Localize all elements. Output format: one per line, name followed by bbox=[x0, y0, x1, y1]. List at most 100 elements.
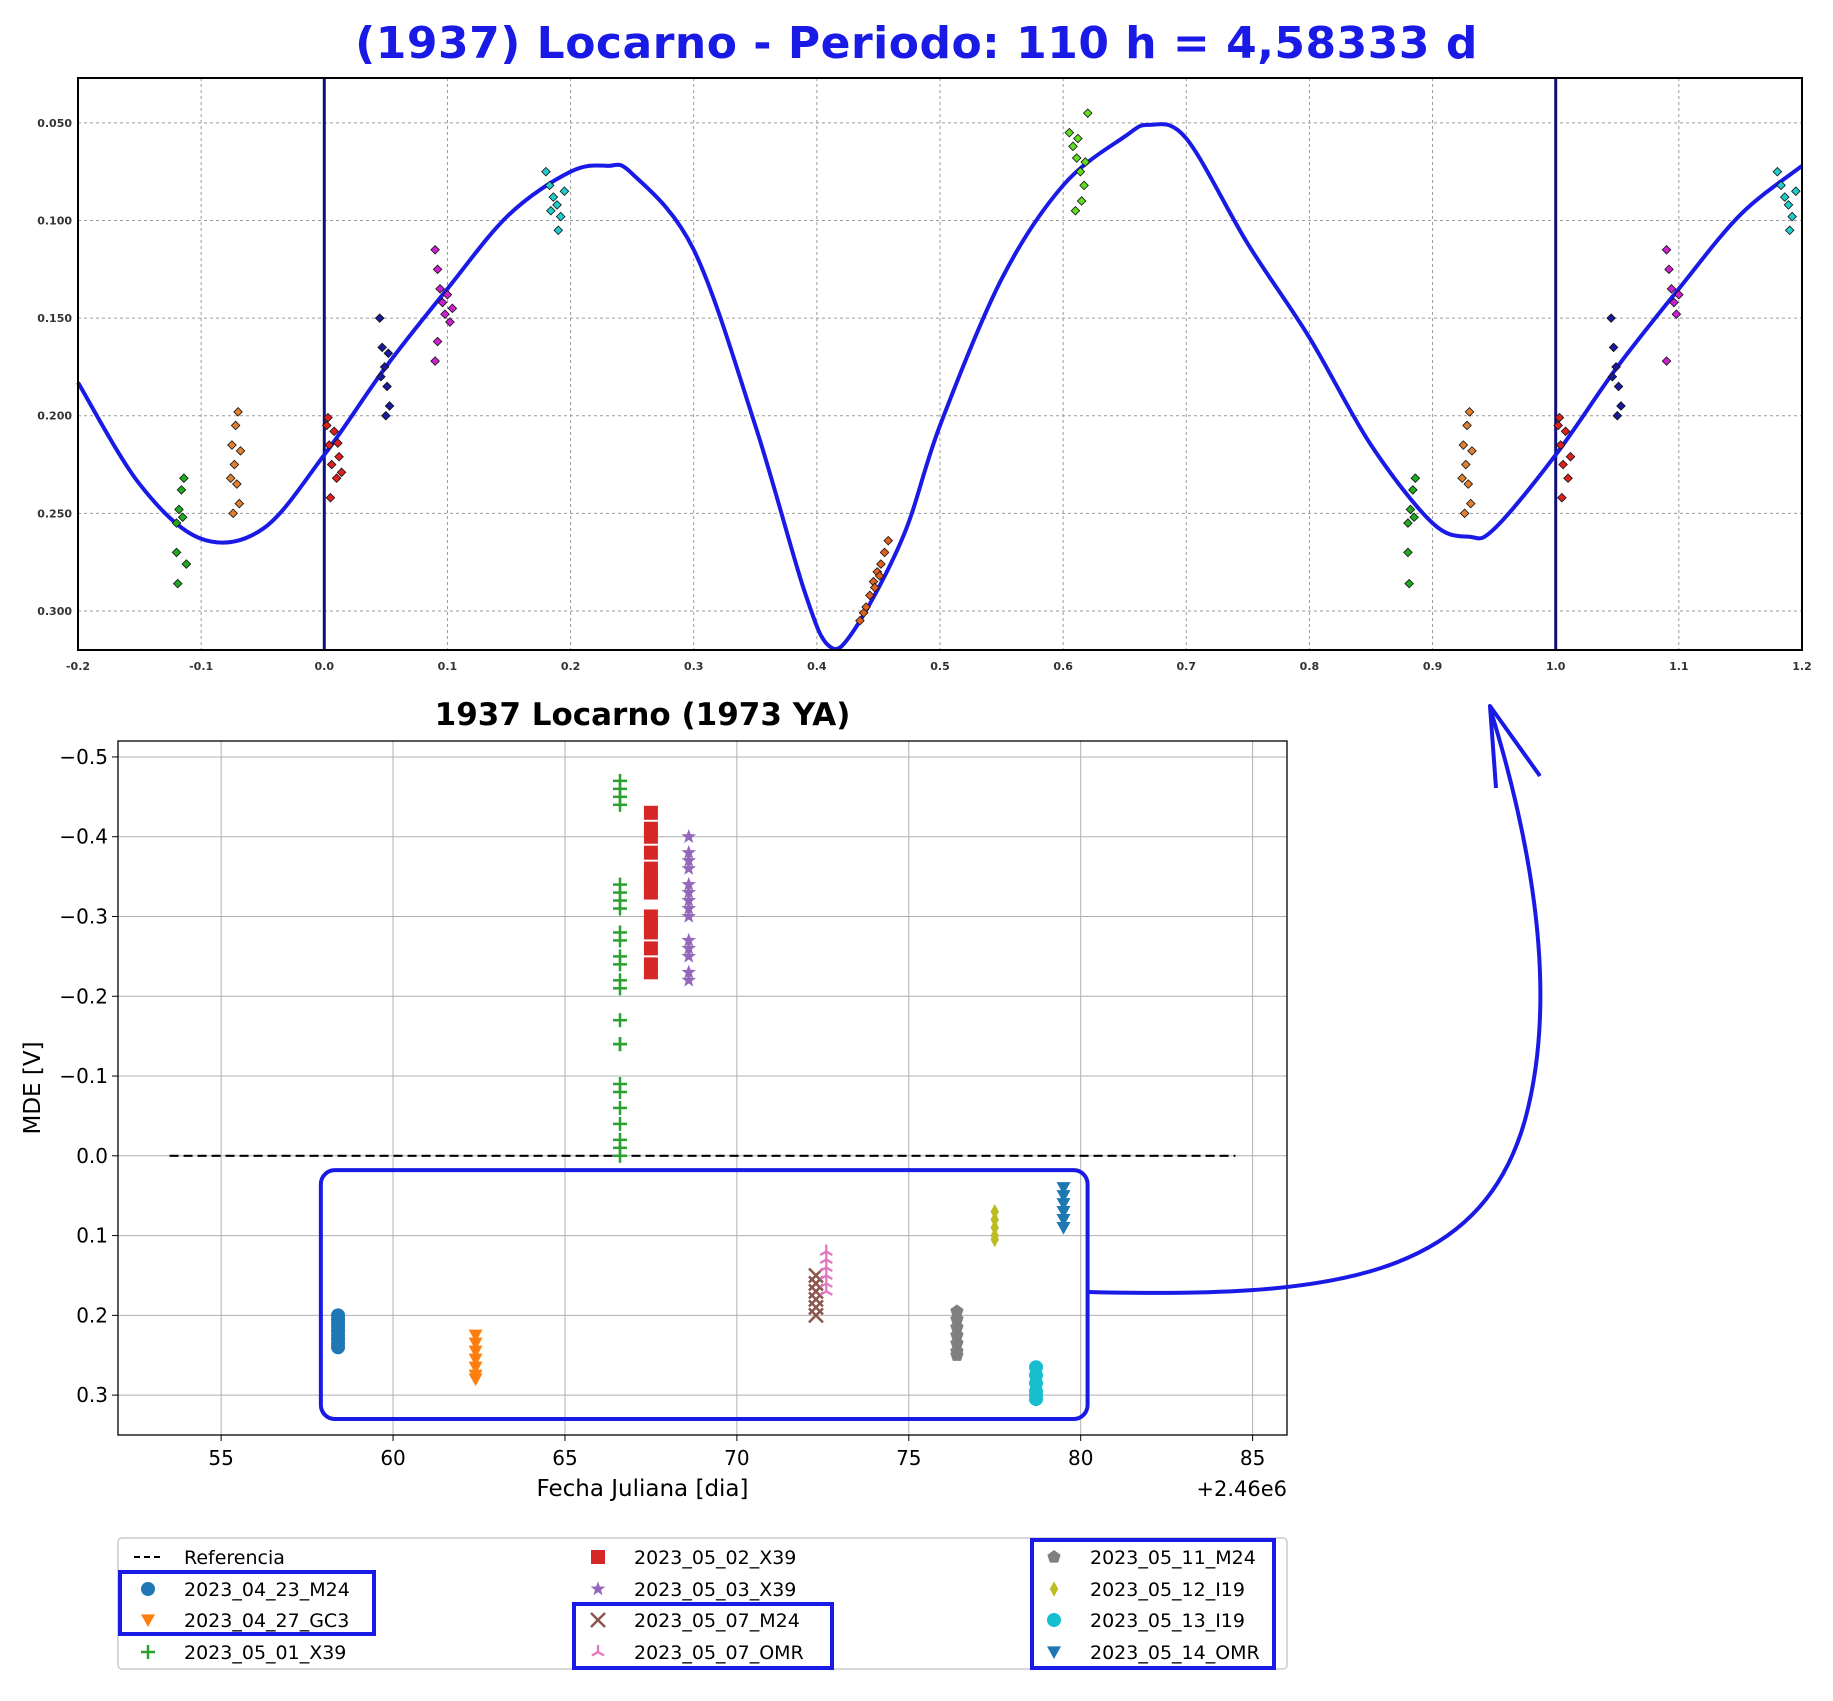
data-point bbox=[376, 371, 386, 382]
data-point bbox=[1606, 313, 1616, 323]
marker bbox=[141, 1614, 155, 1627]
marker bbox=[950, 1328, 964, 1341]
data-point bbox=[181, 559, 192, 569]
marker bbox=[1056, 1206, 1071, 1219]
marker bbox=[643, 925, 658, 940]
marker bbox=[1047, 1550, 1061, 1563]
marker bbox=[1047, 1646, 1061, 1659]
legend-highlight-box bbox=[118, 1570, 376, 1636]
marker bbox=[681, 932, 697, 947]
data-point bbox=[234, 498, 245, 509]
data-point bbox=[1461, 459, 1471, 470]
marker bbox=[681, 908, 697, 923]
data-point bbox=[1457, 473, 1467, 484]
data-point bbox=[879, 547, 890, 558]
data-point bbox=[1565, 451, 1576, 462]
data-point bbox=[1674, 289, 1684, 300]
marker bbox=[468, 1373, 483, 1387]
data-point bbox=[432, 264, 443, 275]
data-point bbox=[435, 284, 445, 294]
x-tick-label: 0.4 bbox=[807, 660, 827, 673]
x-tick-label: 1.0 bbox=[1546, 660, 1566, 673]
data-point bbox=[1463, 479, 1474, 489]
data-point bbox=[1560, 426, 1571, 437]
y-tick-label: 0.100 bbox=[37, 215, 72, 228]
data-point bbox=[1666, 284, 1677, 294]
marker bbox=[612, 1084, 627, 1099]
x-tick-label: 0.3 bbox=[684, 660, 704, 673]
y-axis-label: MDE [V] bbox=[20, 1041, 46, 1134]
data-point bbox=[1408, 485, 1418, 495]
data-point bbox=[1464, 407, 1475, 417]
legend-label: 2023_05_07_OMR bbox=[634, 1642, 804, 1664]
top-chart-grid bbox=[77, 78, 1803, 650]
legend-label: 2023_05_14_OMR bbox=[1090, 1642, 1260, 1664]
marker bbox=[681, 876, 697, 891]
x-tick-label: 60 bbox=[380, 1446, 405, 1470]
data-point bbox=[1068, 141, 1078, 152]
data-point bbox=[1669, 297, 1679, 308]
data-point bbox=[1458, 440, 1469, 450]
data-point bbox=[333, 438, 343, 448]
x-offset-label: +2.46e6 bbox=[1196, 1477, 1287, 1501]
data-point bbox=[1661, 244, 1672, 255]
marker bbox=[1056, 1182, 1071, 1195]
bottom-chart-title: 1937 Locarno (1973 YA) bbox=[435, 697, 851, 733]
top-chart-fit-curve bbox=[76, 122, 1804, 651]
data-point bbox=[1791, 186, 1801, 197]
legend-label: 2023_04_23_M24 bbox=[184, 1579, 350, 1601]
marker bbox=[1047, 1613, 1061, 1627]
marker bbox=[468, 1353, 483, 1367]
marker bbox=[681, 844, 697, 859]
x-tick-label: 0.7 bbox=[1177, 660, 1197, 673]
legend-item: 2023_04_23_M24 bbox=[141, 1579, 350, 1601]
marker bbox=[590, 1612, 606, 1628]
data-point bbox=[1403, 518, 1413, 528]
y-tick-label: 0.2 bbox=[76, 1303, 108, 1327]
data-point bbox=[1563, 473, 1573, 484]
top-chart-frame bbox=[77, 77, 1803, 651]
marker bbox=[591, 1550, 605, 1564]
data-point bbox=[1075, 166, 1086, 177]
marker bbox=[990, 1211, 999, 1228]
data-point bbox=[323, 412, 333, 423]
annotation-arrow bbox=[1087, 704, 1543, 1295]
marker bbox=[950, 1320, 964, 1333]
marker bbox=[819, 1252, 833, 1265]
marker bbox=[612, 1100, 627, 1115]
data-point bbox=[553, 225, 564, 236]
marker bbox=[612, 957, 627, 972]
data-point bbox=[447, 303, 458, 314]
data-point bbox=[377, 342, 387, 353]
marker bbox=[643, 829, 658, 844]
marker bbox=[1056, 1190, 1071, 1203]
marker bbox=[643, 885, 658, 900]
data-point bbox=[334, 451, 344, 462]
marker bbox=[643, 941, 658, 956]
marker bbox=[612, 1013, 627, 1028]
x-tick-label: 1.2 bbox=[1792, 660, 1812, 673]
data-point bbox=[1404, 578, 1414, 589]
marker bbox=[1056, 1198, 1071, 1211]
data-point bbox=[381, 410, 391, 421]
top-chart-points bbox=[171, 108, 1801, 626]
bottom-chart-ticks: 55 60 65 70 75 80 85 −0.5 −0.4 −0.3 −0.2 −0.1 0.0 0.1… bbox=[59, 745, 1265, 1470]
marker bbox=[1029, 1392, 1044, 1407]
data-point bbox=[230, 420, 241, 431]
legend-label: 2023_05_13_I19 bbox=[1090, 1610, 1245, 1632]
marker bbox=[1056, 1214, 1071, 1227]
data-point bbox=[1409, 512, 1419, 523]
data-point bbox=[229, 459, 240, 470]
legend-item: 2023_04_27_GC3 bbox=[141, 1610, 349, 1632]
data-point bbox=[1612, 410, 1623, 421]
marker bbox=[681, 860, 697, 875]
legend: Referencia 2023_04_23_M24 2023_04_27_GC3 20… bbox=[117, 1537, 1288, 1670]
data-point bbox=[1671, 309, 1682, 320]
fit-curve bbox=[76, 122, 1804, 651]
data-point bbox=[1611, 362, 1621, 372]
y-tick-label: 0.300 bbox=[37, 605, 72, 618]
marker bbox=[643, 845, 658, 860]
marker bbox=[819, 1244, 833, 1257]
data-point bbox=[1616, 401, 1626, 411]
legend-label: 2023_05_02_X39 bbox=[634, 1547, 796, 1569]
